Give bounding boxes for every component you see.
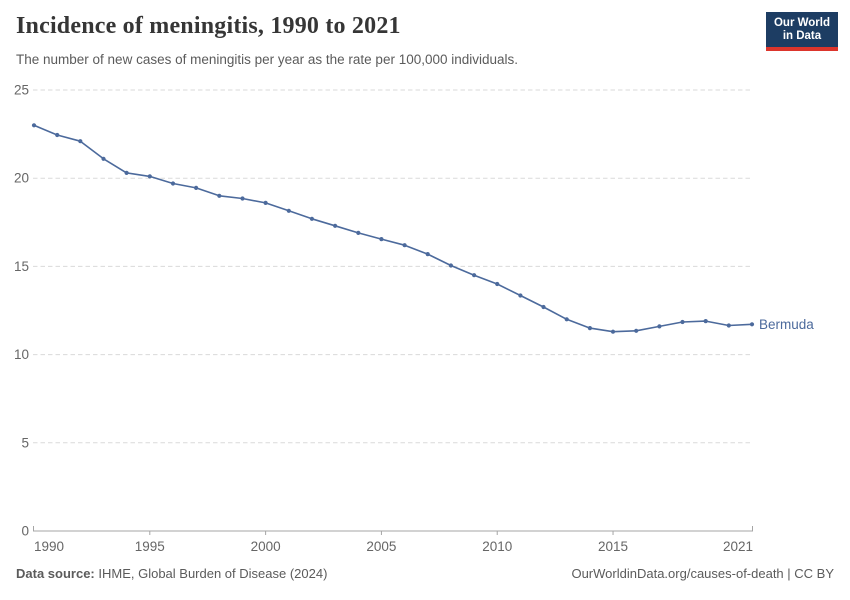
data-point [402, 243, 407, 248]
y-tick-label: 10 [14, 347, 29, 362]
data-point [309, 216, 314, 221]
y-tick-label: 20 [14, 171, 29, 186]
owid-logo-line1: Our World [773, 17, 830, 29]
x-tick-label: 2021 [723, 539, 753, 554]
data-source-note: Data source: IHME, Global Burden of Dise… [16, 566, 327, 581]
data-point [124, 170, 129, 175]
data-point [610, 329, 616, 334]
data-source-text: IHME, Global Burden of Disease (2024) [94, 566, 328, 581]
data-point [587, 326, 593, 331]
data-point [634, 328, 639, 333]
x-tick-label: 2005 [366, 539, 396, 554]
x-tick-label: 1990 [34, 539, 64, 554]
data-point [78, 139, 83, 144]
data-point [286, 208, 291, 213]
data-point [147, 174, 152, 179]
data-point [518, 293, 523, 298]
data-point [263, 200, 268, 205]
data-point [217, 193, 222, 198]
data-point [333, 223, 338, 228]
data-point [240, 196, 245, 201]
data-point [425, 252, 430, 257]
data-point [194, 185, 199, 190]
data-point [55, 132, 60, 138]
data-point [356, 230, 361, 235]
y-tick-label: 15 [14, 259, 29, 274]
data-point [379, 237, 384, 242]
data-point [31, 123, 37, 128]
data-point [726, 323, 731, 328]
data-point [541, 304, 546, 310]
data-point [472, 273, 477, 278]
y-tick-label: 25 [14, 83, 29, 98]
page-subtitle: The number of new cases of meningitis pe… [16, 52, 519, 67]
owid-logo[interactable]: Our World in Data [765, 12, 838, 51]
series-label-bermuda: Bermuda [759, 317, 814, 332]
x-tick-label: 2000 [251, 539, 281, 554]
data-source-label: Data source: [16, 566, 95, 581]
x-tick-label: 1995 [135, 539, 165, 554]
x-tick-label: 2010 [482, 539, 512, 554]
data-point [170, 181, 176, 186]
data-point [680, 319, 685, 325]
data-point [495, 281, 500, 287]
data-point [564, 317, 569, 322]
series-line-bermuda [33, 124, 753, 333]
owid-logo-line2: in Data [782, 30, 822, 42]
page-title: Incidence of meningitis, 1990 to 2021 [16, 13, 401, 39]
y-tick-label: 5 [21, 435, 29, 450]
data-point [749, 322, 755, 327]
data-point [657, 324, 662, 329]
data-point [101, 156, 106, 161]
data-point [448, 263, 453, 268]
y-tick-label: 0 [21, 524, 29, 539]
attribution-link[interactable]: OurWorldinData.org/causes-of-death | CC … [571, 566, 834, 581]
data-point [703, 319, 708, 324]
x-tick-label: 2015 [598, 539, 628, 554]
